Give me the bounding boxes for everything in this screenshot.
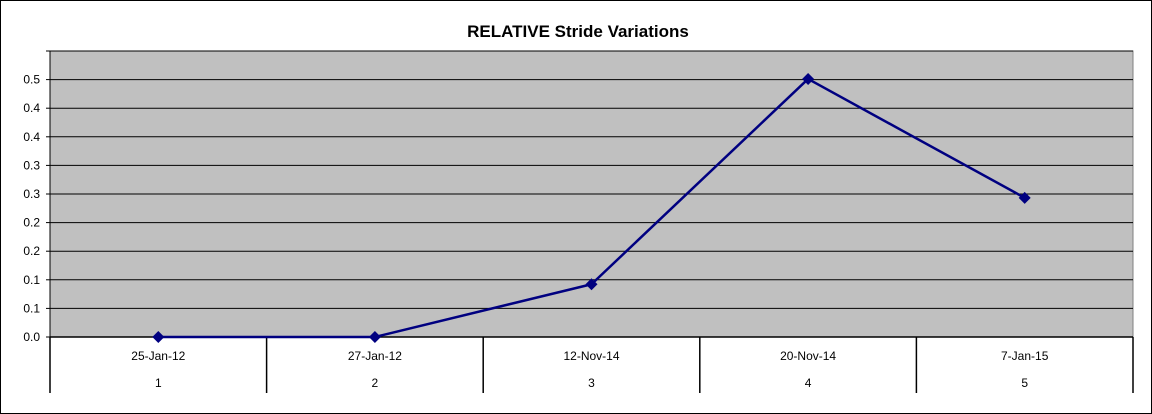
y-tick-label: 0.1 bbox=[23, 273, 40, 287]
x-tick-label-date: 12-Nov-14 bbox=[563, 349, 619, 363]
x-axis: 25-Jan-12 1 27-Jan-12 2 12-Nov-14 3 20-Nov-14 4… bbox=[49, 336, 1134, 393]
y-tick-label: 0.3 bbox=[23, 187, 40, 201]
y-tick-label: 0.4 bbox=[23, 101, 40, 115]
x-tick-label-date: 27-Jan-12 bbox=[348, 349, 402, 363]
y-tick-label: 0.4 bbox=[23, 130, 40, 144]
chart-title: RELATIVE Stride Variations bbox=[467, 22, 689, 41]
data-point-marker bbox=[368, 331, 381, 343]
x-tick-label-date: 25-Jan-12 bbox=[131, 349, 185, 363]
y-tick-label: 0.1 bbox=[23, 301, 40, 315]
data-point-marker bbox=[802, 72, 815, 85]
x-tick-label-date: 20-Nov-14 bbox=[780, 349, 836, 363]
y-tick-label: 0.5 bbox=[23, 73, 40, 87]
x-tick-label-index: 5 bbox=[1021, 376, 1028, 390]
x-tick-label-date: 7-Jan-15 bbox=[1001, 349, 1049, 363]
data-point-marker bbox=[1018, 191, 1031, 204]
y-axis: 0.0 0.1 0.1 0.2 0.2 0.3 0.3 0.4 0.4 0.5 bbox=[23, 50, 51, 344]
x-tick-label-index: 4 bbox=[805, 376, 812, 390]
x-tick-label-index: 1 bbox=[155, 376, 162, 390]
x-tick-label-index: 2 bbox=[372, 376, 379, 390]
data-point-marker bbox=[585, 278, 598, 291]
y-tick-label: 0.2 bbox=[23, 244, 40, 258]
x-tick-label-index: 3 bbox=[588, 376, 595, 390]
data-point-marker bbox=[152, 331, 165, 343]
y-tick-label: 0.2 bbox=[23, 216, 40, 230]
y-tick-label: 0.0 bbox=[23, 330, 40, 344]
series-layer bbox=[152, 72, 1031, 343]
y-tick-label: 0.3 bbox=[23, 158, 40, 172]
